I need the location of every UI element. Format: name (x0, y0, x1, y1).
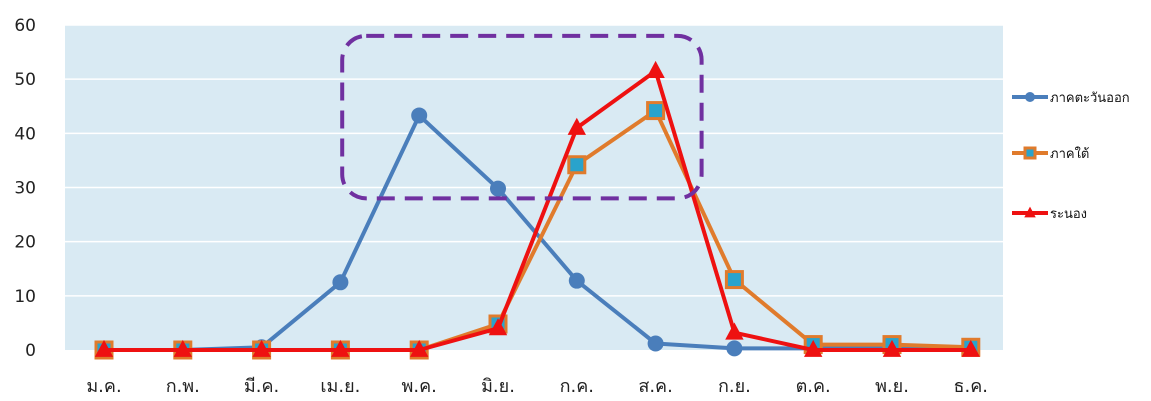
data-point (490, 180, 506, 197)
highlight-box-group (340, 33, 704, 201)
legend-item-2: ระนอง (1012, 206, 1087, 222)
x-tick-label: มี.ค. (244, 376, 279, 397)
data-point (567, 155, 587, 175)
legend-item-0: ภาคตะวันออก (1012, 91, 1130, 106)
legend-label: ระนอง (1050, 207, 1087, 222)
data-point (724, 270, 744, 290)
legend-marker (1024, 206, 1036, 218)
data-point (488, 318, 508, 336)
y-tick-label: 40 (14, 124, 36, 144)
data-point (173, 339, 192, 357)
y-tick-label: 50 (14, 70, 36, 90)
x-tick-label: มิ.ย. (481, 376, 515, 397)
data-point (726, 340, 743, 357)
x-tick-label: ม.ค. (86, 376, 121, 397)
x-tick-label: ก.พ. (166, 376, 200, 397)
series-group (94, 60, 981, 360)
y-axis-ticks: 0 10 20 30 40 50 60 (14, 16, 36, 361)
data-point (410, 339, 429, 357)
data-point (961, 339, 980, 357)
data-point (882, 339, 902, 357)
legend-background (1003, 25, 1143, 240)
legend-label: ภาคใต้ (1050, 146, 1089, 162)
y-tick-label: 0 (25, 341, 36, 361)
x-tick-label: ก.ค. (560, 376, 594, 397)
data-point (331, 339, 350, 357)
x-tick-label: ธ.ค. (954, 376, 988, 397)
x-tick-label: พ.ค. (402, 376, 437, 397)
series-2 (94, 60, 980, 357)
x-tick-label: ต.ค. (796, 376, 831, 397)
data-point (647, 335, 664, 352)
legend-marker (1023, 146, 1037, 160)
x-tick-label: เม.ย. (320, 376, 360, 397)
data-point (804, 339, 823, 357)
legend-item-1: ภาคใต้ (1012, 146, 1089, 162)
series-line (104, 69, 971, 352)
x-axis-ticks: ม.ค. ก.พ. มี.ค. เม.ย. พ.ค. มิ.ย. ก.ค. ส.ค. ก.ย. ต… (86, 376, 988, 397)
data-point (568, 272, 585, 289)
data-point (567, 117, 586, 135)
data-point (252, 339, 271, 357)
data-point (411, 107, 428, 124)
x-tick-label: ก.ย. (718, 376, 751, 397)
x-tick-label: ส.ค. (638, 376, 672, 397)
x-tick-label: พ.ย. (875, 376, 909, 397)
data-point (646, 60, 665, 78)
highlight-box (340, 33, 704, 201)
y-tick-label: 30 (14, 179, 36, 199)
y-tick-label: 10 (14, 287, 36, 307)
legend-label: ภาคตะวันออก (1050, 91, 1130, 106)
data-point (332, 274, 349, 291)
data-point (646, 101, 666, 121)
legend-marker (1025, 92, 1035, 102)
y-tick-label: 20 (14, 233, 36, 253)
data-point (94, 339, 114, 357)
y-tick-label: 60 (14, 16, 36, 36)
data-point (725, 322, 744, 340)
